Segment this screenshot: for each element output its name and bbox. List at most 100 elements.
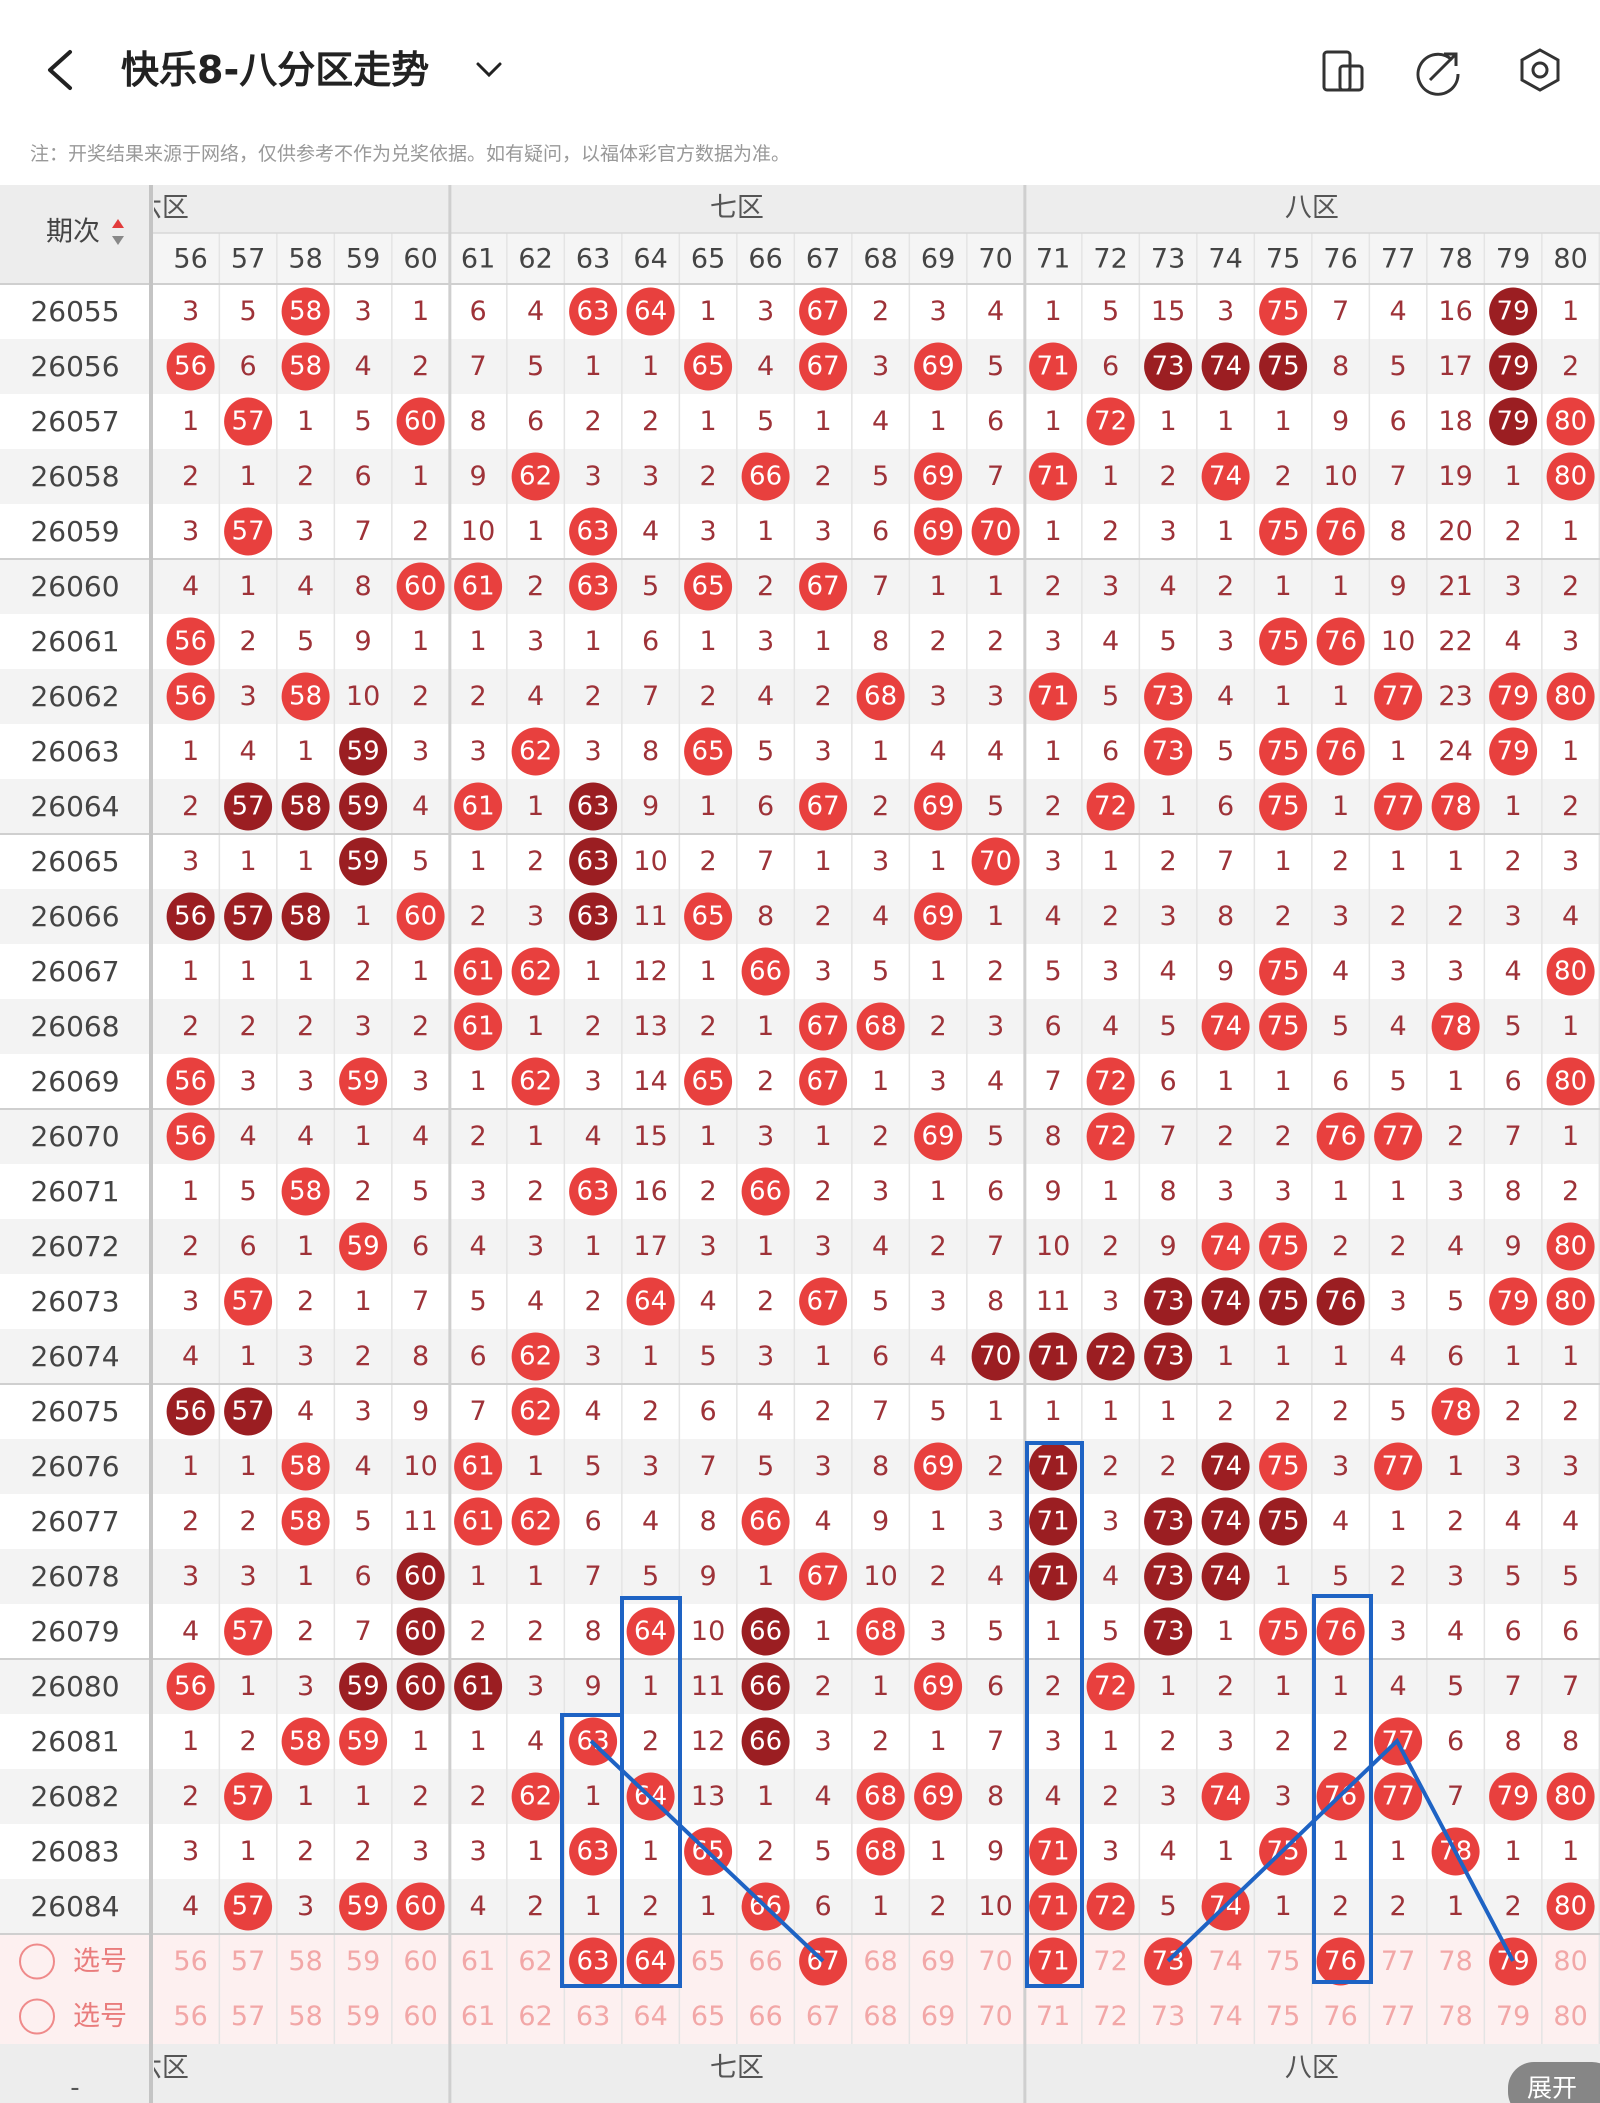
ball-number: 69	[922, 517, 955, 547]
miss-count: 2	[700, 846, 717, 877]
ball	[281, 672, 330, 721]
ball	[569, 1937, 618, 1986]
miss-count: 3	[355, 1011, 372, 1042]
miss-count: 60	[403, 1946, 437, 1977]
miss-count: 1	[1275, 1561, 1292, 1592]
select-checkbox[interactable]	[19, 1998, 55, 2035]
ball-number: 71	[1037, 682, 1070, 712]
ball-number: 76	[1324, 1122, 1357, 1152]
section-label: 六区	[135, 193, 189, 224]
miss-count: 1	[297, 736, 314, 767]
ball-number: 65	[692, 352, 725, 382]
miss-count: 2	[930, 1891, 947, 1922]
miss-count: 62	[518, 2001, 552, 2032]
miss-count: 4	[297, 571, 314, 602]
ball	[1489, 1937, 1538, 1986]
ball	[1029, 1827, 1078, 1876]
ball-number: 59	[347, 1672, 380, 1702]
miss-count: 5	[412, 1176, 429, 1207]
miss-count: 9	[1217, 956, 1234, 987]
miss-count: 2	[1505, 1396, 1522, 1427]
ball-number: 67	[807, 352, 840, 382]
row-bg	[0, 834, 1600, 889]
ball	[166, 617, 215, 666]
miss-count: 4	[872, 901, 889, 932]
miss-count: 3	[470, 1176, 487, 1207]
period-number: 26068	[30, 1010, 119, 1043]
row-bg	[0, 669, 1600, 724]
miss-count: 2	[987, 956, 1004, 987]
miss-count: 6	[1332, 1066, 1349, 1097]
miss-count: 5	[1505, 1561, 1522, 1592]
miss-count: 4	[1562, 901, 1579, 932]
screen-icon[interactable]	[1322, 50, 1364, 92]
miss-count: 7	[1160, 1121, 1177, 1152]
ball	[569, 562, 618, 611]
ball-number: 73	[1152, 352, 1185, 382]
miss-count: 75	[1266, 1946, 1300, 1977]
ball-number: 57	[232, 1782, 265, 1812]
miss-count: 5	[1390, 1066, 1407, 1097]
miss-count: 65	[691, 1946, 725, 1977]
miss-count: 1	[585, 1231, 602, 1262]
expand-button[interactable]: 展开	[1527, 2074, 1577, 2103]
select-checkbox[interactable]	[19, 1943, 55, 1980]
ball-number: 57	[232, 1892, 265, 1922]
miss-count: 77	[1381, 2001, 1415, 2032]
miss-count: 1	[1045, 1396, 1062, 1427]
miss-count: 1	[585, 1891, 602, 1922]
miss-count: 1	[700, 296, 717, 327]
miss-count: 3	[585, 461, 602, 492]
ball	[339, 1222, 388, 1271]
miss-count: 2	[527, 1616, 544, 1647]
miss-count: 1	[297, 956, 314, 987]
ball-number: 75	[1267, 1507, 1300, 1537]
miss-count: 2	[815, 1176, 832, 1207]
period-number: 26065	[30, 845, 119, 878]
miss-count: 2	[815, 1396, 832, 1427]
miss-count: 2	[1160, 846, 1177, 877]
column-number: 66	[748, 244, 782, 275]
ball	[1259, 1002, 1308, 1051]
section-label: 七区	[710, 2053, 764, 2084]
miss-count: 1	[1332, 1176, 1349, 1207]
period-number: 26082	[30, 1780, 119, 1813]
share-icon[interactable]	[1416, 52, 1460, 96]
miss-count: 7	[412, 1286, 429, 1317]
miss-count: 2	[182, 791, 199, 822]
miss-count: 1	[1390, 1176, 1407, 1207]
miss-count: 5	[987, 1616, 1004, 1647]
ball	[741, 452, 790, 501]
miss-count: 4	[585, 1121, 602, 1152]
miss-count: 5	[872, 1286, 889, 1317]
period-number: 26077	[30, 1505, 119, 1538]
miss-count: 7	[1217, 846, 1234, 877]
miss-count: 2	[297, 461, 314, 492]
miss-count: 6	[355, 461, 372, 492]
ball-number: 58	[289, 297, 322, 327]
ball	[856, 1772, 905, 1821]
miss-count: 1	[1562, 736, 1579, 767]
ball	[511, 1387, 560, 1436]
ball-number: 63	[577, 1837, 610, 1867]
miss-count: 1	[642, 1836, 659, 1867]
column-number: 63	[576, 244, 610, 275]
miss-count: 63	[576, 2001, 610, 2032]
miss-count: 1	[700, 1891, 717, 1922]
miss-count: 2	[930, 626, 947, 657]
miss-count: 9	[470, 461, 487, 492]
ball-number: 64	[634, 1287, 667, 1317]
ball-number: 60	[404, 1562, 437, 1592]
miss-count: 4	[1102, 1011, 1119, 1042]
miss-count: 2	[1275, 461, 1292, 492]
miss-count: 3	[700, 516, 717, 547]
back-button[interactable]	[48, 50, 72, 90]
miss-count: 1	[1332, 1671, 1349, 1702]
miss-count: 3	[757, 296, 774, 327]
ball-number: 76	[1324, 1617, 1357, 1647]
miss-count: 2	[1332, 1396, 1349, 1427]
ball	[224, 507, 273, 556]
settings-icon[interactable]	[1520, 48, 1560, 92]
ball-number: 79	[1497, 407, 1530, 437]
title-dropdown[interactable]	[476, 62, 502, 78]
